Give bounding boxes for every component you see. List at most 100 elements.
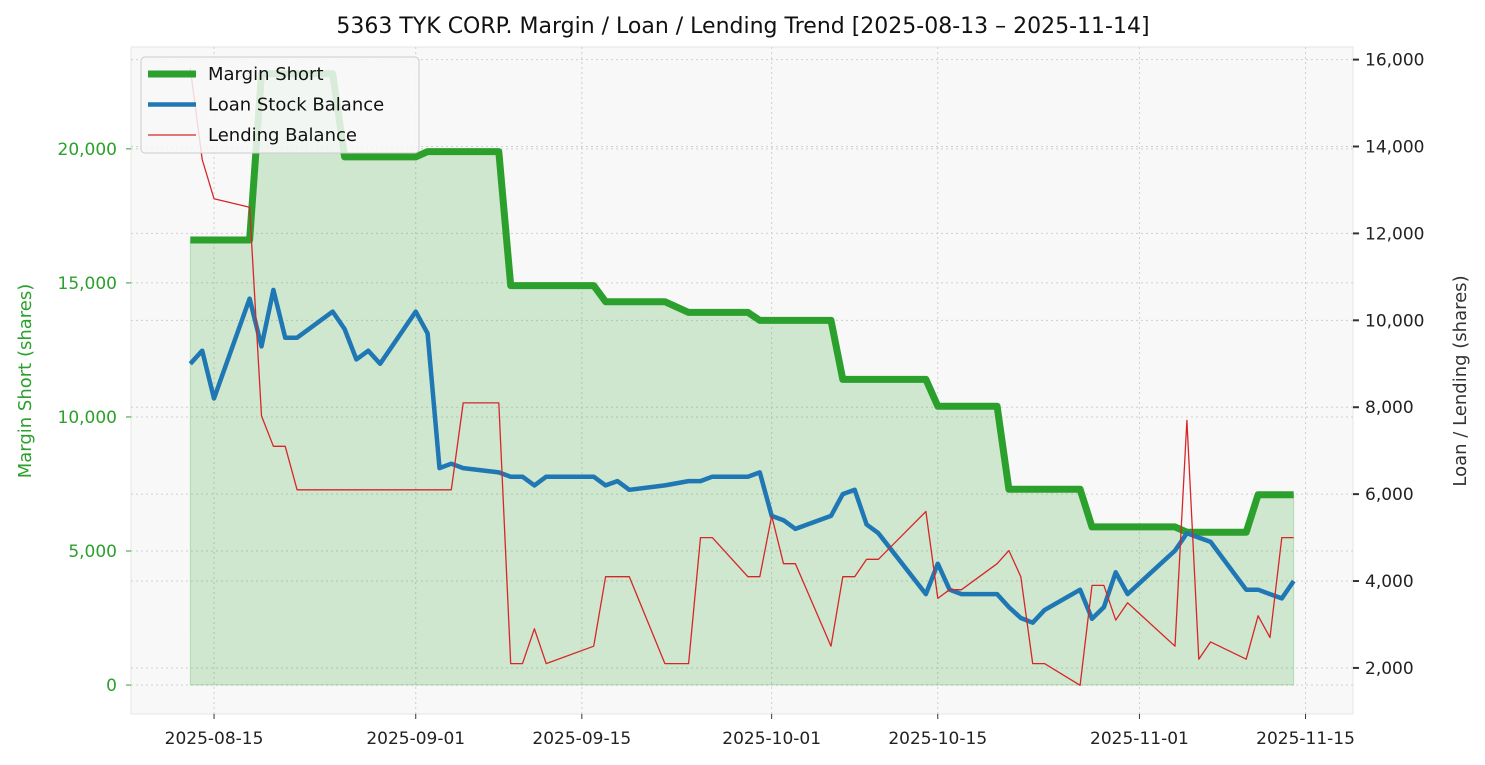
margin-short-point (961, 406, 962, 407)
loan-stock-balance-point (783, 520, 784, 521)
lending-balance-point (261, 415, 262, 416)
lending-balance-point (214, 198, 215, 199)
lending-balance-point (854, 576, 855, 577)
loan-stock-balance-point (688, 481, 689, 482)
margin-short-point (1091, 526, 1092, 527)
lending-balance-line (189, 68, 1294, 686)
right-y-tick-label: 12,000 (1365, 224, 1424, 244)
margin-short-point (795, 320, 796, 321)
lending-balance-point (1115, 620, 1116, 621)
lending-balance-point (759, 576, 760, 577)
loan-stock-balance-point (380, 363, 381, 364)
loan-stock-balance-point (1246, 589, 1247, 590)
loan-stock-balance-point (605, 485, 606, 486)
loan-stock-balance-point (297, 337, 298, 338)
loan-stock-balance-line (188, 287, 1296, 625)
margin-short-point (1020, 489, 1021, 490)
x-tick-label: 2025-08-15 (165, 729, 264, 749)
lending-balance-point (463, 402, 464, 403)
lending-balance-point (380, 489, 381, 490)
right-y-tick-label: 4,000 (1365, 572, 1414, 592)
legend: Margin Short Loan Stock Balance Lending Ba… (140, 56, 420, 154)
lending-balance-point (1175, 646, 1176, 647)
loan-stock-balance-point (285, 337, 286, 338)
margin-short-point (854, 379, 855, 380)
lending-balance-point (498, 402, 499, 403)
loan-stock-balance-point (522, 476, 523, 477)
loan-stock-balance-point (261, 346, 262, 347)
x-tick-label: 2025-10-01 (722, 729, 821, 749)
lending-balance-point (688, 663, 689, 664)
x-tick-label: 2025-10-15 (888, 729, 987, 749)
loan-stock-balance-point (415, 311, 416, 312)
lending-balance-point (1210, 641, 1211, 642)
margin-short-point (368, 156, 369, 157)
margin-short-point (214, 240, 215, 241)
margin-short-point (937, 406, 938, 407)
loan-stock-balance-point (937, 563, 938, 564)
margin-short-point (1281, 494, 1282, 495)
margin-short-point (783, 320, 784, 321)
margin-short-point (522, 285, 523, 286)
right-y-tick-label: 2,000 (1365, 659, 1414, 679)
lending-balance-point (202, 159, 203, 160)
lending-balance-point (997, 563, 998, 564)
margin-short-point (1115, 526, 1116, 527)
lending-balance-point (795, 563, 796, 564)
margin-short-point (747, 312, 748, 313)
loan-stock-balance-point (1269, 594, 1270, 595)
loan-stock-balance-point (451, 463, 452, 464)
lending-balance-point (332, 489, 333, 490)
lending-balance-point (593, 646, 594, 647)
lending-balance-point (1044, 663, 1045, 664)
lending-balance-point (617, 576, 618, 577)
loan-stock-balance-point (1080, 589, 1081, 590)
margin-short-point (1103, 526, 1104, 527)
loan-stock-balance-point (1032, 622, 1033, 623)
margin-short-point (878, 379, 879, 380)
loan-stock-balance-point (1258, 589, 1259, 590)
lending-balance-point (866, 559, 867, 560)
left-y-tick-label: 10,000 (58, 408, 117, 428)
lending-balance-point (1198, 659, 1199, 660)
right-y-axis: 2,000 4,000 6,000 8,000 10,000 12,000 14,000 16… (1353, 51, 1424, 679)
x-tick-label: 2025-11-15 (1256, 729, 1355, 749)
margin-short-point (1269, 494, 1270, 495)
loan-stock-balance-point (1293, 581, 1294, 582)
margin-short-point (664, 301, 665, 302)
lending-balance-point (439, 489, 440, 490)
loan-stock-balance-point (249, 298, 250, 299)
margin-short-point (380, 156, 381, 157)
plot-area (130, 46, 1354, 715)
margin-short-point (700, 312, 701, 313)
margin-short-point (427, 151, 428, 152)
loan-stock-balance-point (356, 359, 357, 360)
lending-balance-point (949, 589, 950, 590)
loan-stock-balance-point (427, 333, 428, 334)
lending-balance-point (747, 576, 748, 577)
legend-label-loan-stock-balance: Loan Stock Balance (208, 95, 384, 116)
loan-stock-balance-point (795, 528, 796, 529)
loan-stock-balance-point (273, 289, 274, 290)
x-tick-label: 2025-09-15 (532, 729, 631, 749)
loan-stock-balance-point (830, 515, 831, 516)
loan-stock-balance-point (332, 311, 333, 312)
margin-short-point (1175, 526, 1176, 527)
margin-short-point (629, 301, 630, 302)
margin-short-point (1032, 489, 1033, 490)
lending-balance-point (1186, 420, 1187, 421)
margin-short-point (1044, 489, 1045, 490)
loan-stock-balance-point (664, 485, 665, 486)
loan-stock-balance-point (1091, 618, 1092, 619)
lending-balance-point (771, 515, 772, 516)
lending-balance-point (1258, 615, 1259, 616)
lending-balance-point (451, 489, 452, 490)
loan-stock-balance-point (439, 468, 440, 469)
loan-stock-balance-point (510, 476, 511, 477)
margin-short-point (249, 240, 250, 241)
loan-stock-balance-point (842, 494, 843, 495)
margin-short-point (617, 301, 618, 302)
lending-balance-point (1091, 585, 1092, 586)
series-lines (188, 68, 1296, 686)
